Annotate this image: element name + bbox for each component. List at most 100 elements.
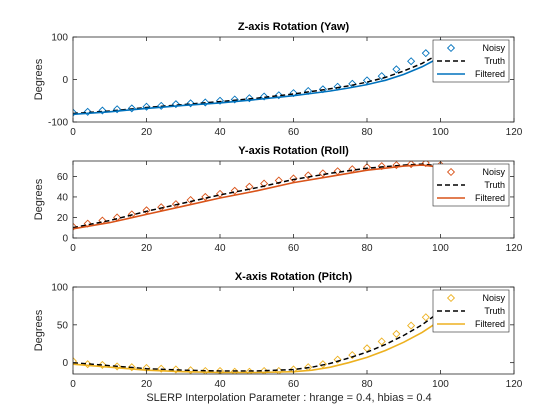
legend: Noisy Truth Filtered bbox=[432, 163, 510, 207]
subplot-pitch: 0 20 40 60 80 100 120 0 50 100 X-axis Rotation (Pi… bbox=[33, 271, 523, 390]
data-point bbox=[186, 99, 195, 108]
plot-area bbox=[73, 161, 445, 231]
data-point bbox=[392, 329, 401, 338]
data-point bbox=[157, 364, 166, 373]
series-noisy-markers bbox=[73, 304, 445, 374]
x-tick-label: 0 bbox=[70, 127, 76, 138]
series-filtered-line bbox=[73, 319, 441, 374]
series-truth-line bbox=[73, 52, 441, 115]
x-tick-label: 40 bbox=[214, 243, 226, 254]
x-tick-label: 120 bbox=[506, 127, 523, 138]
data-point bbox=[348, 351, 357, 360]
data-point bbox=[215, 96, 225, 105]
data-point bbox=[377, 162, 386, 171]
data-point bbox=[201, 192, 210, 201]
y-tick-label: 0 bbox=[62, 234, 68, 245]
data-point bbox=[274, 176, 283, 185]
data-point bbox=[127, 104, 136, 113]
y-tick-label: 20 bbox=[57, 213, 69, 224]
x-tick-label: 80 bbox=[361, 127, 373, 138]
series-truth-line bbox=[73, 310, 441, 372]
data-point bbox=[98, 360, 107, 369]
data-point bbox=[260, 179, 269, 188]
data-point bbox=[127, 363, 136, 372]
data-point bbox=[260, 366, 269, 374]
legend-entry: Filtered bbox=[475, 319, 505, 329]
data-point bbox=[333, 355, 342, 364]
data-point bbox=[421, 313, 430, 322]
y-tick-label: 100 bbox=[51, 33, 68, 44]
data-point bbox=[407, 57, 416, 66]
legend-entry: Noisy bbox=[482, 293, 505, 303]
data-point bbox=[245, 182, 254, 191]
x-tick-label: 100 bbox=[432, 127, 449, 138]
legend-entry: Truth bbox=[484, 180, 505, 190]
x-axis-label: SLERP Interpolation Parameter : hrange =… bbox=[146, 392, 431, 404]
legend-entry: Noisy bbox=[482, 167, 505, 177]
legend-marker bbox=[446, 167, 456, 177]
data-point bbox=[260, 92, 269, 101]
x-tick-label: 20 bbox=[141, 127, 153, 138]
legend-marker bbox=[446, 43, 456, 53]
data-point bbox=[215, 366, 225, 374]
legend: Noisy Truth Filtered bbox=[432, 289, 510, 333]
subplot-title: Y-axis Rotation (Roll) bbox=[238, 145, 349, 157]
y-tick-label: 60 bbox=[57, 172, 69, 183]
data-point bbox=[274, 91, 283, 100]
data-point bbox=[83, 107, 92, 116]
data-point bbox=[377, 72, 386, 81]
y-axis-label: Degrees bbox=[33, 58, 45, 100]
data-point bbox=[73, 222, 78, 231]
data-point bbox=[318, 169, 327, 178]
x-tick-label: 20 bbox=[141, 379, 153, 390]
series-filtered-line bbox=[73, 56, 441, 116]
subplot-title: Z-axis Rotation (Yaw) bbox=[238, 21, 350, 33]
data-point bbox=[230, 95, 239, 104]
y-axis-label: Degrees bbox=[33, 178, 45, 220]
legend: Noisy Truth Filtered bbox=[432, 39, 510, 83]
x-tick-label: 60 bbox=[288, 243, 300, 254]
y-tick-label: -100 bbox=[48, 118, 68, 129]
subplot-title: X-axis Rotation (Pitch) bbox=[235, 271, 353, 283]
data-point bbox=[113, 105, 122, 114]
x-tick-label: 80 bbox=[361, 243, 373, 254]
data-point bbox=[392, 161, 401, 170]
data-point bbox=[421, 161, 430, 168]
data-point bbox=[377, 337, 386, 346]
data-point bbox=[318, 360, 327, 369]
series-truth-line bbox=[73, 163, 441, 229]
x-tick-label: 40 bbox=[214, 127, 226, 138]
data-point bbox=[73, 357, 78, 366]
y-tick-label: 0 bbox=[62, 75, 68, 86]
x-tick-label: 20 bbox=[141, 243, 153, 254]
legend-entry: Truth bbox=[484, 56, 505, 66]
data-point bbox=[230, 186, 239, 195]
legend-marker bbox=[446, 293, 456, 303]
y-tick-label: 40 bbox=[57, 192, 69, 203]
data-point bbox=[407, 321, 416, 330]
data-point bbox=[157, 101, 166, 110]
x-tick-label: 100 bbox=[432, 379, 449, 390]
data-point bbox=[171, 365, 180, 374]
data-point bbox=[186, 195, 195, 205]
x-tick-label: 120 bbox=[506, 379, 523, 390]
x-tick-label: 0 bbox=[70, 379, 76, 390]
data-point bbox=[304, 171, 313, 180]
legend-entry: Truth bbox=[484, 306, 505, 316]
legend-entry: Filtered bbox=[475, 69, 505, 79]
x-tick-label: 60 bbox=[288, 127, 300, 138]
data-point bbox=[98, 106, 107, 115]
x-tick-label: 80 bbox=[361, 379, 373, 390]
data-point bbox=[201, 98, 210, 107]
data-point bbox=[113, 362, 122, 371]
plot-area bbox=[73, 38, 445, 117]
data-point bbox=[362, 76, 372, 85]
data-point bbox=[392, 65, 401, 74]
y-axis-label: Degrees bbox=[33, 309, 45, 351]
data-point bbox=[421, 49, 430, 58]
x-tick-label: 120 bbox=[506, 243, 523, 254]
series-noisy-markers bbox=[73, 38, 445, 117]
